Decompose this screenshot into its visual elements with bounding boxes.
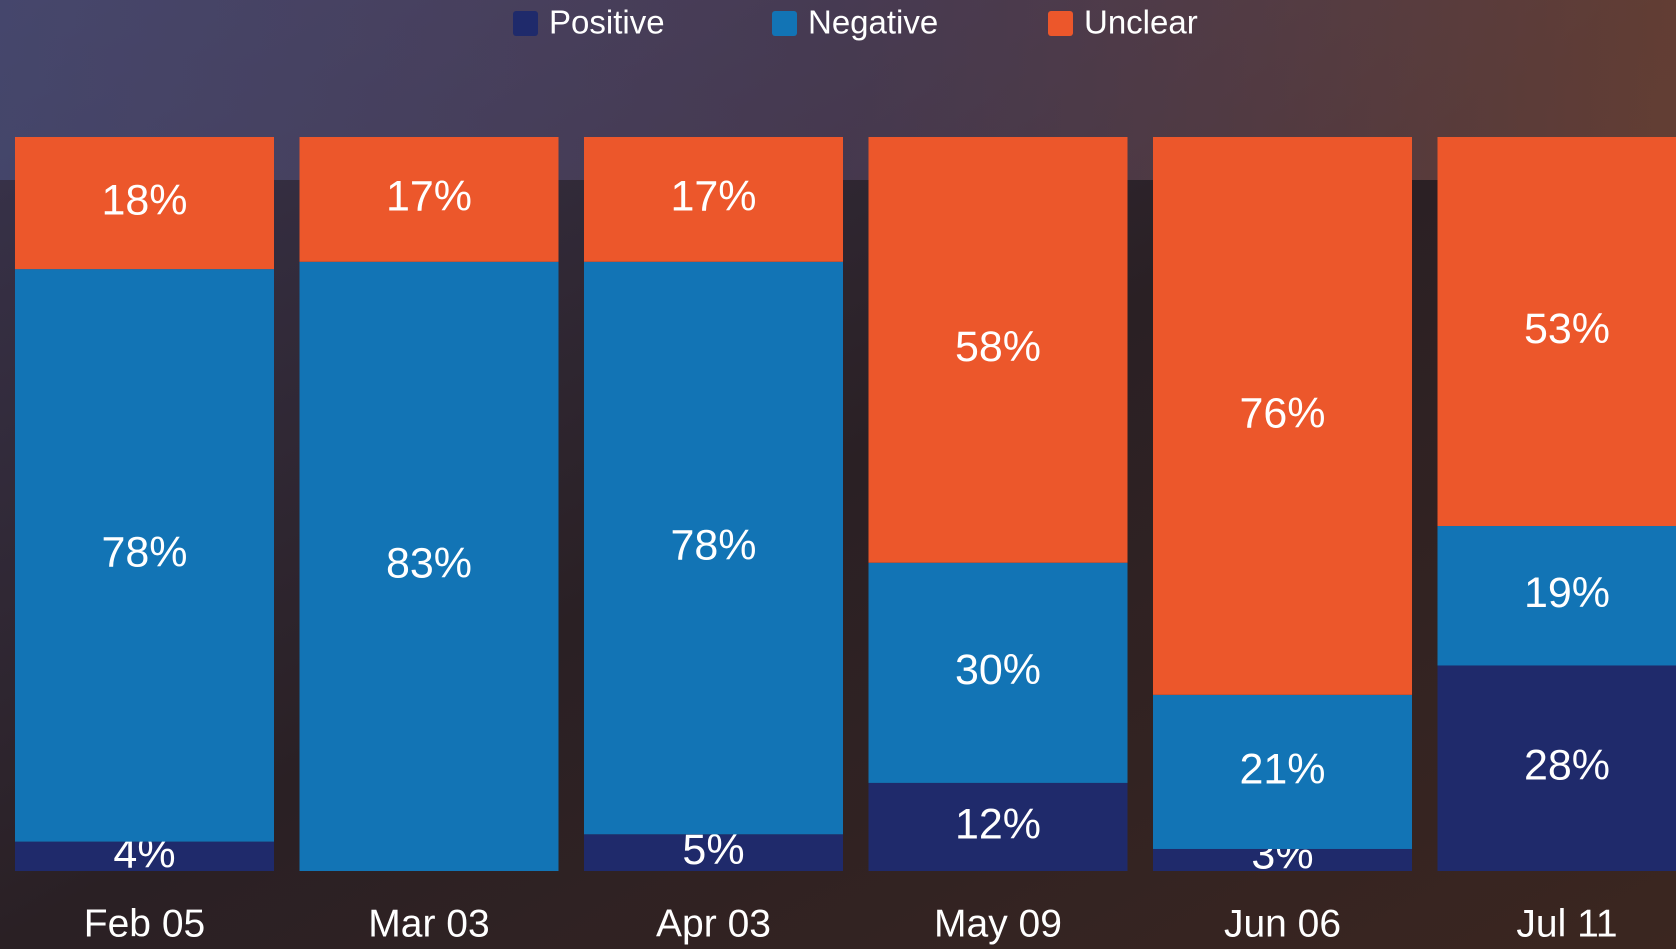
data-label: 76%	[1239, 389, 1325, 437]
bar-segment	[1153, 694, 1412, 849]
bar-segment	[1437, 137, 1676, 527]
bar-segment	[15, 269, 274, 842]
legend-label: Positive	[549, 4, 665, 41]
bar-segment	[868, 782, 1128, 871]
data-label: 58%	[955, 323, 1041, 371]
bar-segment	[868, 137, 1128, 563]
bar-segment	[15, 841, 274, 871]
legend-swatch	[772, 11, 797, 36]
bar-segment	[299, 137, 559, 262]
bar-segment	[584, 261, 843, 835]
data-label: 78%	[101, 529, 187, 577]
data-label: 12%	[955, 800, 1041, 848]
bar-segment	[15, 137, 274, 270]
legend-label: Negative	[808, 4, 938, 41]
legend-label: Unclear	[1084, 4, 1198, 41]
bar-segment	[584, 834, 843, 871]
bar-segment	[584, 137, 843, 262]
x-tick-label: Mar 03	[368, 902, 489, 945]
data-label: 19%	[1524, 569, 1610, 617]
legend-swatch	[1048, 11, 1073, 36]
data-label: 21%	[1239, 745, 1325, 793]
x-tick-label: Apr 03	[656, 902, 771, 945]
data-label: 83%	[386, 540, 472, 588]
data-label: 53%	[1524, 305, 1610, 353]
x-tick-label: Feb 05	[84, 902, 205, 945]
data-label: 17%	[670, 173, 756, 221]
data-label: 30%	[955, 646, 1041, 694]
x-tick-label: Jul 11	[1516, 902, 1617, 945]
bar-segment	[299, 261, 559, 871]
bar-segment	[1437, 665, 1676, 871]
data-label: 18%	[101, 176, 187, 224]
x-tick-label: Jun 06	[1224, 902, 1341, 945]
legend-swatch	[513, 11, 538, 36]
bar-segment	[1153, 137, 1412, 695]
data-label: 78%	[670, 521, 756, 569]
bar-segment	[1437, 526, 1676, 666]
data-label: 17%	[386, 173, 472, 221]
x-tick-label: May 09	[934, 902, 1062, 945]
bar-segment	[868, 562, 1128, 783]
bar-segment	[1153, 848, 1412, 871]
data-label: 28%	[1524, 742, 1610, 790]
